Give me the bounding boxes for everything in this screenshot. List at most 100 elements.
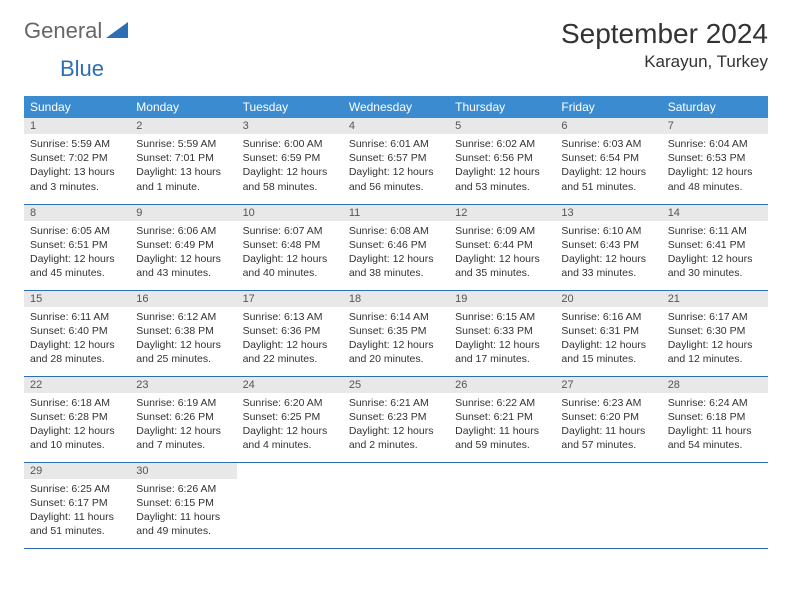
calendar-cell: 25Sunrise: 6:21 AMSunset: 6:23 PMDayligh… [343,376,449,462]
day-number: 6 [555,118,661,134]
sunset-text: Sunset: 6:56 PM [455,151,549,165]
day-info: Sunrise: 6:25 AMSunset: 6:17 PMDaylight:… [24,479,130,543]
sunrise-text: Sunrise: 6:09 AM [455,224,549,238]
day-number: 9 [130,205,236,221]
sunrise-text: Sunrise: 6:24 AM [668,396,762,410]
sunset-text: Sunset: 6:59 PM [243,151,337,165]
calendar-cell: 27Sunrise: 6:23 AMSunset: 6:20 PMDayligh… [555,376,661,462]
daylight-text: Daylight: 12 hours and 20 minutes. [349,338,443,366]
sunset-text: Sunset: 6:21 PM [455,410,549,424]
sunset-text: Sunset: 6:33 PM [455,324,549,338]
daylight-text: Daylight: 12 hours and 43 minutes. [136,252,230,280]
day-info: Sunrise: 6:20 AMSunset: 6:25 PMDaylight:… [237,393,343,457]
sunrise-text: Sunrise: 6:00 AM [243,137,337,151]
title-block: September 2024 Karayun, Turkey [561,18,768,72]
daylight-text: Daylight: 12 hours and 35 minutes. [455,252,549,280]
calendar-cell: 20Sunrise: 6:16 AMSunset: 6:31 PMDayligh… [555,290,661,376]
calendar-cell: 21 Sunrise: 6:17 AMSunset: 6:30 PMDayligh… [662,290,768,376]
calendar-cell: 12Sunrise: 6:09 AMSunset: 6:44 PMDayligh… [449,204,555,290]
sunrise-text: Sunrise: 6:17 AM [668,310,762,324]
day-info: Sunrise: 5:59 AMSunset: 7:02 PMDaylight:… [24,134,130,198]
daylight-text: Daylight: 12 hours and 38 minutes. [349,252,443,280]
day-info: Sunrise: 5:59 AMSunset: 7:01 PMDaylight:… [130,134,236,198]
weekday-header-row: Sunday Monday Tuesday Wednesday Thursday… [24,96,768,118]
day-info: Sunrise: 6:11 AMSunset: 6:40 PMDaylight:… [24,307,130,371]
day-info: Sunrise: 6:22 AMSunset: 6:21 PMDaylight:… [449,393,555,457]
day-info: Sunrise: 6:03 AMSunset: 6:54 PMDaylight:… [555,134,661,198]
day-number: 21 [662,291,768,307]
calendar-cell: 10Sunrise: 6:07 AMSunset: 6:48 PMDayligh… [237,204,343,290]
sunrise-text: Sunrise: 6:25 AM [30,482,124,496]
calendar-cell: 22Sunrise: 6:18 AMSunset: 6:28 PMDayligh… [24,376,130,462]
sunrise-text: Sunrise: 6:22 AM [455,396,549,410]
day-number: 30 [130,463,236,479]
day-number: 18 [343,291,449,307]
calendar-row: 15Sunrise: 6:11 AMSunset: 6:40 PMDayligh… [24,290,768,376]
daylight-text: Daylight: 11 hours and 59 minutes. [455,424,549,452]
day-info: Sunrise: 6:02 AMSunset: 6:56 PMDaylight:… [449,134,555,198]
sunrise-text: Sunrise: 6:01 AM [349,137,443,151]
day-info: Sunrise: 6:06 AMSunset: 6:49 PMDaylight:… [130,221,236,285]
daylight-text: Daylight: 12 hours and 33 minutes. [561,252,655,280]
weekday-header: Tuesday [237,96,343,118]
daylight-text: Daylight: 12 hours and 53 minutes. [455,165,549,193]
day-number: 17 [237,291,343,307]
calendar-cell: 11Sunrise: 6:08 AMSunset: 6:46 PMDayligh… [343,204,449,290]
daylight-text: Daylight: 12 hours and 56 minutes. [349,165,443,193]
daylight-text: Daylight: 12 hours and 12 minutes. [668,338,762,366]
sunset-text: Sunset: 6:26 PM [136,410,230,424]
day-info: Sunrise: 6:09 AMSunset: 6:44 PMDaylight:… [449,221,555,285]
sunset-text: Sunset: 6:38 PM [136,324,230,338]
day-number: 16 [130,291,236,307]
calendar-cell [662,462,768,548]
sunset-text: Sunset: 6:51 PM [30,238,124,252]
day-info: Sunrise: 6:14 AMSunset: 6:35 PMDaylight:… [343,307,449,371]
day-info: Sunrise: 6:07 AMSunset: 6:48 PMDaylight:… [237,221,343,285]
day-info: Sunrise: 6:21 AMSunset: 6:23 PMDaylight:… [343,393,449,457]
sunrise-text: Sunrise: 6:23 AM [561,396,655,410]
sunset-text: Sunset: 6:28 PM [30,410,124,424]
daylight-text: Daylight: 12 hours and 58 minutes. [243,165,337,193]
sunrise-text: Sunrise: 6:16 AM [561,310,655,324]
sunrise-text: Sunrise: 6:26 AM [136,482,230,496]
day-number: 1 [24,118,130,134]
sunset-text: Sunset: 6:49 PM [136,238,230,252]
sunrise-text: Sunrise: 6:03 AM [561,137,655,151]
sunrise-text: Sunrise: 6:07 AM [243,224,337,238]
month-title: September 2024 [561,18,768,50]
calendar-cell: 3Sunrise: 6:00 AMSunset: 6:59 PMDaylight… [237,118,343,204]
daylight-text: Daylight: 11 hours and 57 minutes. [561,424,655,452]
day-number: 26 [449,377,555,393]
calendar-cell: 4Sunrise: 6:01 AMSunset: 6:57 PMDaylight… [343,118,449,204]
daylight-text: Daylight: 11 hours and 54 minutes. [668,424,762,452]
sunset-text: Sunset: 6:43 PM [561,238,655,252]
calendar-cell: 7Sunrise: 6:04 AMSunset: 6:53 PMDaylight… [662,118,768,204]
sunrise-text: Sunrise: 6:11 AM [668,224,762,238]
day-number: 14 [662,205,768,221]
weekday-header: Saturday [662,96,768,118]
sunset-text: Sunset: 6:40 PM [30,324,124,338]
sunset-text: Sunset: 6:44 PM [455,238,549,252]
day-number: 10 [237,205,343,221]
sunrise-text: Sunrise: 6:08 AM [349,224,443,238]
calendar-cell: 6Sunrise: 6:03 AMSunset: 6:54 PMDaylight… [555,118,661,204]
sunrise-text: Sunrise: 5:59 AM [136,137,230,151]
calendar-cell: 1Sunrise: 5:59 AMSunset: 7:02 PMDaylight… [24,118,130,204]
calendar-cell: 2Sunrise: 5:59 AMSunset: 7:01 PMDaylight… [130,118,236,204]
calendar-table: Sunday Monday Tuesday Wednesday Thursday… [24,96,768,549]
day-number: 27 [555,377,661,393]
calendar-row: 1Sunrise: 5:59 AMSunset: 7:02 PMDaylight… [24,118,768,204]
day-info: Sunrise: 6:24 AMSunset: 6:18 PMDaylight:… [662,393,768,457]
day-number: 5 [449,118,555,134]
calendar-row: 29Sunrise: 6:25 AMSunset: 6:17 PMDayligh… [24,462,768,548]
logo-text-blue: Blue [60,56,104,81]
day-info: Sunrise: 6:15 AMSunset: 6:33 PMDaylight:… [449,307,555,371]
sunrise-text: Sunrise: 6:02 AM [455,137,549,151]
sunrise-text: Sunrise: 6:18 AM [30,396,124,410]
sunset-text: Sunset: 6:30 PM [668,324,762,338]
logo-triangle-icon [106,22,128,38]
calendar-cell: 18Sunrise: 6:14 AMSunset: 6:35 PMDayligh… [343,290,449,376]
sunrise-text: Sunrise: 6:10 AM [561,224,655,238]
calendar-cell: 15Sunrise: 6:11 AMSunset: 6:40 PMDayligh… [24,290,130,376]
day-number: 13 [555,205,661,221]
